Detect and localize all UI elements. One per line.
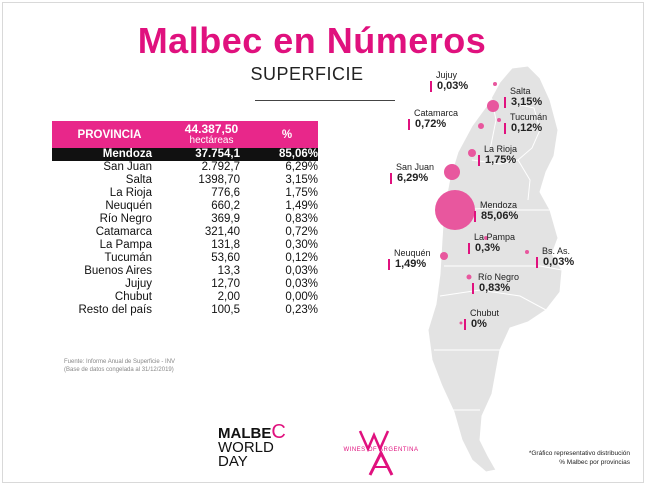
map-label-tucuman: Tucumán 0,12%: [504, 112, 547, 134]
pct-cell: 1,75%: [285, 187, 318, 199]
source-note: Fuente: Informe Anual de Superficie - IN…: [64, 358, 264, 374]
pct-cell: 0,23%: [285, 304, 318, 316]
pct-cell: 85,06%: [278, 148, 318, 160]
page-title: Malbec en Números: [137, 20, 487, 61]
province-cell: Neuquén: [105, 200, 152, 212]
hectares-cell: 12,70: [211, 278, 240, 290]
surface-table: PROVINCIA 44.387,50 hectáreas % Mendoza 3…: [52, 121, 318, 317]
pct-cell: 1,49%: [285, 200, 318, 212]
province-cell: Mendoza: [102, 148, 152, 160]
bubble-layer: [435, 82, 529, 325]
province-cell: Resto del país: [78, 304, 152, 316]
hectares-cell: 13,3: [217, 265, 240, 277]
source-line-2: (Base de datos congelada al 31/12/2019): [64, 367, 174, 373]
map-label-sanjuan: San Juan 6,29%: [390, 162, 434, 184]
table-row: Tucumán 53,60 0,12%: [52, 252, 318, 265]
table-row: Salta 1398,70 3,15%: [52, 174, 318, 187]
hectares-cell: 1398,70: [198, 174, 240, 186]
map-label-catamarca: Catamarca 0,72%: [408, 108, 458, 130]
province-cell: La Pampa: [99, 239, 152, 251]
pct-cell: 0,12%: [285, 252, 318, 264]
pct-cell: 0,30%: [285, 239, 318, 251]
hectares-cell: 131,8: [211, 239, 240, 251]
hectares-cell: 321,40: [204, 226, 240, 238]
pct-cell: 6,29%: [285, 161, 318, 173]
map-label-jujuy: Jujuy 0,03%: [430, 70, 468, 92]
province-cell: Río Negro: [99, 213, 152, 225]
province-cell: Catamarca: [95, 226, 152, 238]
map-label-chubut: Chubut 0%: [464, 308, 499, 330]
table-row: Mendoza 37.754,1 85,06%: [52, 148, 318, 161]
table-row: Jujuy 12,70 0,03%: [52, 278, 318, 291]
table-row: Catamarca 321,40 0,72%: [52, 226, 318, 239]
map-label-lapampa: La Pampa 0,3%: [468, 232, 515, 254]
bubble-rionegro: [466, 274, 472, 280]
table-row: La Pampa 131,8 0,30%: [52, 239, 318, 252]
hectares-cell: 2.792,7: [201, 161, 240, 173]
malbec-world-day-logo: MALBEC WORLD DAY: [218, 421, 286, 470]
map-label-bsas: Bs. As. 0,03%: [536, 246, 574, 268]
bubble-bsas: [525, 250, 529, 254]
title-divider: [255, 100, 395, 101]
pct-cell: 0,72%: [285, 226, 318, 238]
bubble-lapampa: [484, 236, 488, 240]
col-pct-header: %: [281, 128, 293, 141]
source-line-1: Fuente: Informe Anual de Superficie - IN…: [64, 359, 176, 365]
pct-cell: 0,03%: [285, 278, 318, 290]
table-body: Mendoza 37.754,1 85,06% San Juan 2.792,7 6,29…: [52, 148, 318, 317]
col-hectares-header: 44.387,50 hectáreas: [167, 121, 256, 146]
bubble-sanjuan: [444, 164, 460, 180]
bubble-catamarca: [478, 123, 484, 129]
map-label-salta: Salta 3,15%: [504, 86, 542, 108]
pct-cell: 0,83%: [285, 213, 318, 225]
hectares-cell: 100,5: [211, 304, 240, 316]
table-row: Chubut 2,00 0,00%: [52, 291, 318, 304]
table-header: PROVINCIA 44.387,50 hectáreas %: [52, 121, 318, 148]
table-row: Buenos Aires 13,3 0,03%: [52, 265, 318, 278]
hectares-cell: 53,60: [211, 252, 240, 264]
table-row: San Juan 2.792,7 6,29%: [52, 161, 318, 174]
map-label-mendoza: Mendoza 85,06%: [474, 200, 518, 222]
total-unit: hectáreas: [189, 134, 234, 146]
province-cell: Jujuy: [125, 278, 152, 290]
province-cell: Chubut: [114, 291, 152, 303]
bubble-jujuy: [493, 82, 497, 86]
wines-of-argentina-logo: [358, 430, 394, 476]
hectares-cell: 2,00: [217, 291, 240, 303]
map-label-rionegro: Río Negro 0,83%: [472, 272, 519, 294]
hectares-cell: 37.754,1: [195, 148, 240, 160]
bubble-neuquen: [440, 252, 448, 260]
hectares-cell: 776,6: [211, 187, 240, 199]
argentina-silhouette: [427, 65, 563, 473]
pct-cell: 0,03%: [285, 265, 318, 277]
col-province-header: PROVINCIA: [77, 128, 142, 141]
bubble-chubut: [459, 321, 463, 325]
table-row: Río Negro 369,9 0,83%: [52, 213, 318, 226]
wines-of-argentina-text: WINES OF ARGENTINA: [343, 447, 419, 453]
argentina-map: Jujuy 0,03% Salta 3,15% Catamarca 0,72% …: [388, 60, 640, 480]
pct-cell: 3,15%: [285, 174, 318, 186]
total-hectares: 44.387,50: [184, 121, 239, 136]
table-row: Neuquén 660,2 1,49%: [52, 200, 318, 213]
province-cell: La Rioja: [109, 187, 152, 199]
table-row: La Rioja 776,6 1,75%: [52, 187, 318, 200]
chart-note: *Gráfico representativo distribución % M…: [528, 450, 630, 466]
bubble-larioja: [468, 149, 476, 157]
province-cell: Buenos Aires: [84, 265, 152, 277]
map-label-neuquen: Neuquén 1,49%: [388, 248, 431, 270]
pct-cell: 0,00%: [285, 291, 318, 303]
bubble-mendoza: [435, 190, 475, 230]
table-row: Resto del país 100,5 0,23%: [52, 304, 318, 317]
province-cell: San Juan: [103, 161, 152, 173]
province-cell: Tucumán: [104, 252, 152, 264]
hectares-cell: 660,2: [211, 200, 240, 212]
bubble-salta: [487, 100, 499, 112]
hectares-cell: 369,9: [211, 213, 240, 225]
map-label-larioja: La Rioja 1,75%: [478, 144, 517, 166]
page-subtitle: SUPERFICIE: [250, 64, 364, 84]
bubble-tucuman: [497, 118, 501, 122]
province-cell: Salta: [125, 174, 152, 186]
